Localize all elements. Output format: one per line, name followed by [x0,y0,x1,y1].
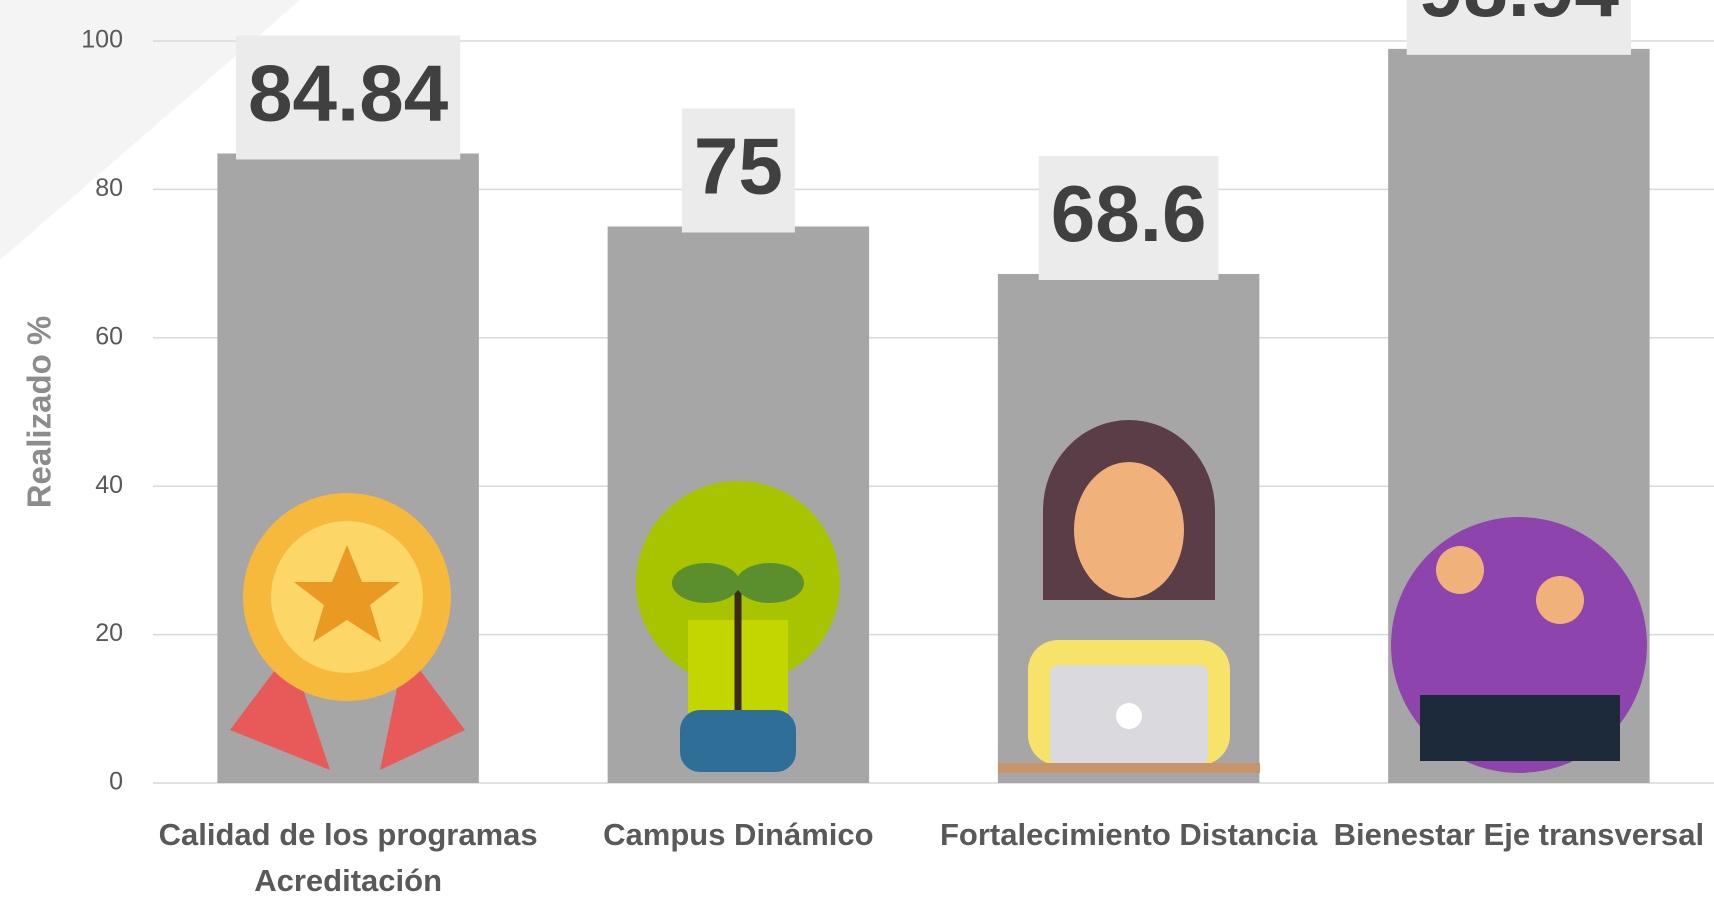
desk [998,763,1260,773]
x-tick-label: Calidad de los programas Acreditación [148,812,548,898]
y-axis-label: Realizado % [21,316,58,509]
y-tick-label: 80 [95,174,123,202]
y-tick-label: 0 [109,768,123,796]
y-tick-label: 100 [81,26,123,54]
laptop-logo [1116,703,1142,729]
x-tick-label: Campus Dinámico [538,812,938,858]
leaf [672,563,740,603]
leaf [736,563,804,603]
x-tick-label: Bienestar Eje transversal [1319,812,1714,858]
y-tick-label: 40 [95,471,123,499]
bulb-base [680,710,796,772]
y-tick-label: 20 [95,619,123,647]
chart: Realizado % 0 20 40 60 80 100 84.84 75 68.6 98.94 [0,0,1714,898]
hand [1536,576,1584,624]
chessboard [1420,695,1620,761]
hand [1436,546,1484,594]
value-label: 84.84 [248,49,449,138]
value-label: 75 [694,122,783,211]
y-tick-label: 60 [95,322,123,350]
chart-container: Realizado % 0 20 40 60 80 100 84.84 75 68.6 98.94… [0,0,1714,898]
value-label: 68.6 [1051,169,1207,258]
x-tick-label: Fortalecimiento Distancia [929,812,1329,858]
value-label: 98.94 [1419,0,1620,33]
face [1074,462,1184,598]
